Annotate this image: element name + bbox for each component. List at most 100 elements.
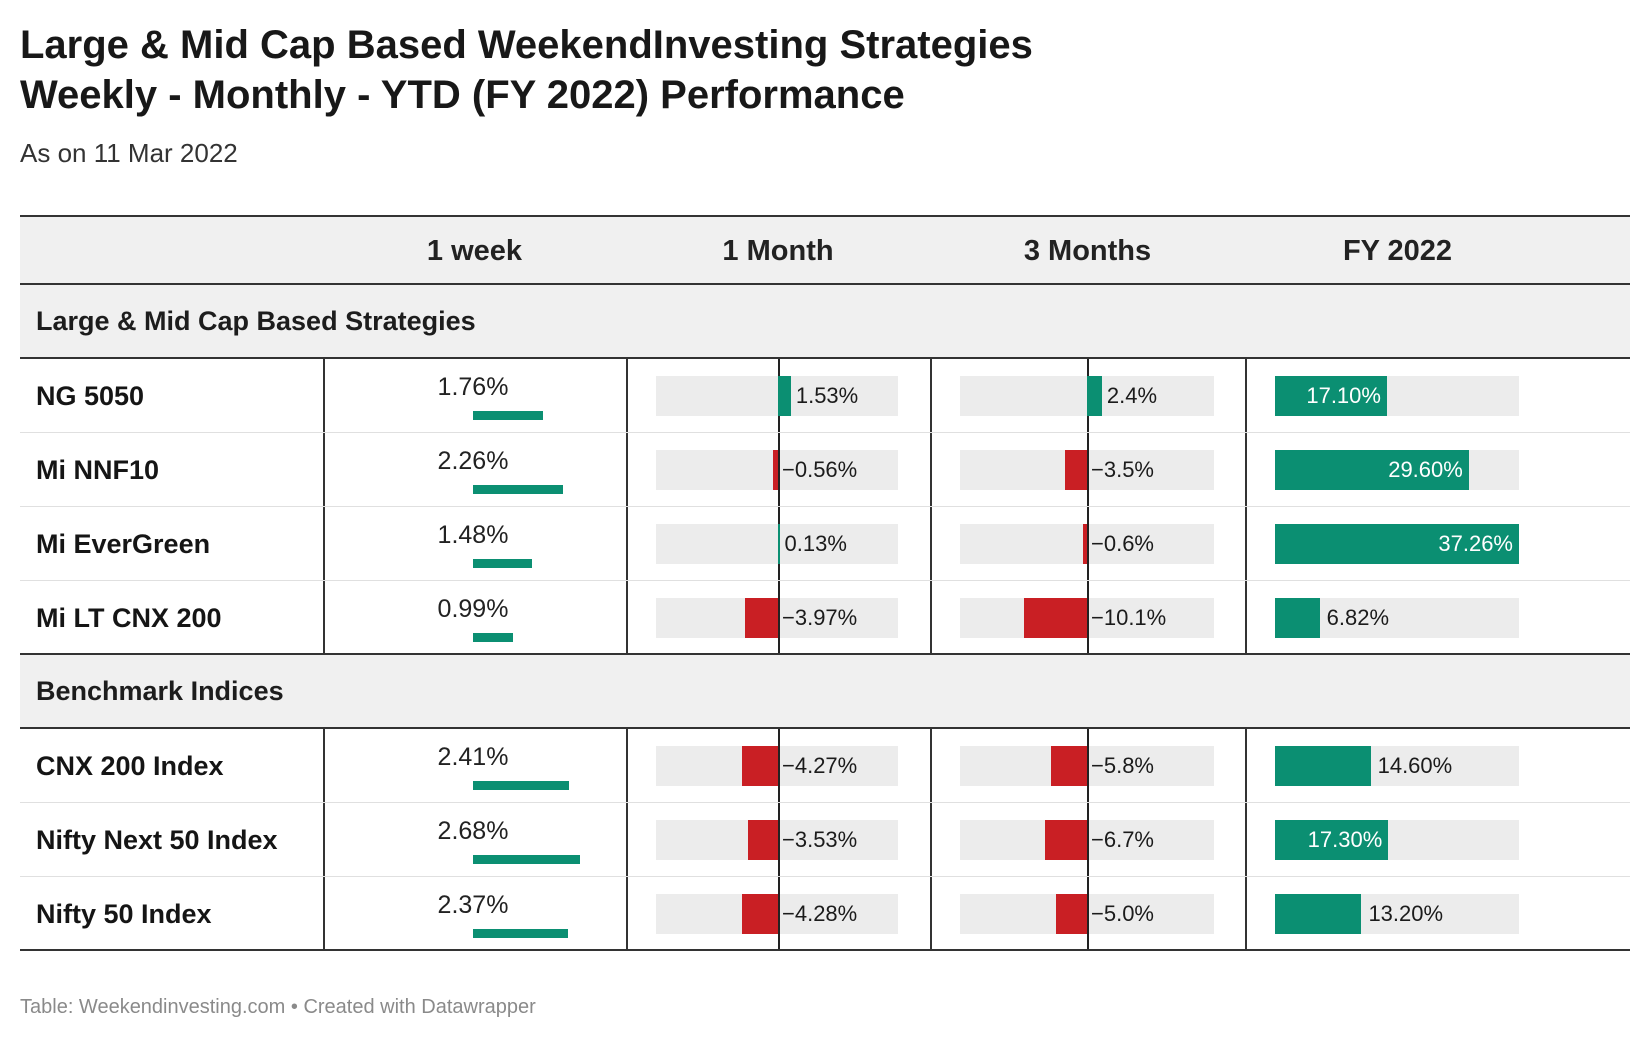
month-bar xyxy=(773,450,778,490)
table-row: Mi EverGreen 1.48% 0.13% −0.6% 37.26% xyxy=(20,507,1630,581)
three-value: −5.8% xyxy=(1091,753,1154,778)
month-bar xyxy=(778,376,791,416)
three-value: 2.4% xyxy=(1106,383,1158,408)
column-divider xyxy=(626,803,628,876)
fy-bar xyxy=(1275,894,1362,934)
table-row: CNX 200 Index 2.41% −4.27% −5.8% 14.60% xyxy=(20,729,1630,803)
week-bar xyxy=(473,781,570,790)
subtitle: As on 11 Mar 2022 xyxy=(20,138,238,168)
table-row: Mi LT CNX 200 0.99% −3.97% −10.1% 6.82% xyxy=(20,581,1630,655)
week-value: 0.99% xyxy=(437,595,509,623)
week-value: 2.37% xyxy=(437,891,509,919)
table-row: NG 5050 1.76% 1.53% 2.4% 17.10% xyxy=(20,359,1630,433)
three-value: −5.0% xyxy=(1091,901,1154,926)
month-bar xyxy=(742,894,778,934)
three-value: −6.7% xyxy=(1091,827,1154,852)
column-divider xyxy=(626,359,628,432)
table-row: Nifty 50 Index 2.37% −4.28% −5.0% 13.20% xyxy=(20,877,1630,951)
three-value: −10.1% xyxy=(1091,605,1167,630)
week-bar xyxy=(473,929,568,938)
column-divider xyxy=(1245,507,1247,580)
column-divider xyxy=(930,433,932,506)
row-label: CNX 200 Index xyxy=(36,751,224,781)
column-divider xyxy=(1245,581,1247,653)
month-bar xyxy=(742,746,778,786)
zero-axis xyxy=(778,433,780,506)
fy-bar xyxy=(1275,820,1389,860)
three-bar xyxy=(1056,894,1087,934)
column-divider xyxy=(626,581,628,653)
zero-axis xyxy=(778,581,780,653)
month-value: −4.27% xyxy=(782,753,858,778)
column-divider xyxy=(323,507,325,580)
fy-bar xyxy=(1275,746,1371,786)
month-bar xyxy=(778,524,780,564)
column-divider xyxy=(1245,877,1247,949)
group-header: Large & Mid Cap Based Strategies xyxy=(20,285,1630,359)
column-divider xyxy=(930,507,932,580)
month-value: −3.97% xyxy=(782,605,858,630)
row-label: Mi EverGreen xyxy=(36,529,211,559)
table-header: 1 week 1 Month 3 Months FY 2022 xyxy=(20,215,1630,285)
three-value: −3.5% xyxy=(1091,457,1154,482)
column-divider xyxy=(930,729,932,802)
zero-axis xyxy=(1087,581,1089,653)
month-value: −4.28% xyxy=(782,901,858,926)
zero-axis xyxy=(1087,433,1089,506)
zero-axis xyxy=(1087,877,1089,949)
table-row: Mi NNF10 2.26% −0.56% −3.5% 29.60% xyxy=(20,433,1630,507)
month-value: −3.53% xyxy=(782,827,858,852)
performance-table: 1 week 1 Month 3 Months FY 2022 Large & … xyxy=(20,215,1630,951)
zero-axis xyxy=(778,729,780,802)
month-value: −0.56% xyxy=(782,457,858,482)
column-divider xyxy=(323,803,325,876)
three-bar xyxy=(1045,820,1087,860)
group-header: Benchmark Indices xyxy=(20,655,1630,729)
table-row: Nifty Next 50 Index 2.68% −3.53% −6.7% 17.30… xyxy=(20,803,1630,877)
week-bar xyxy=(473,633,513,642)
column-divider xyxy=(626,729,628,802)
source-footer: Table: Weekendinvesting.com • Created wi… xyxy=(20,996,536,1018)
column-divider xyxy=(1245,359,1247,432)
zero-axis xyxy=(778,877,780,949)
column-divider xyxy=(626,877,628,949)
bar-track xyxy=(656,524,898,564)
title-line-1: Large & Mid Cap Based WeekendInvesting S… xyxy=(20,23,1033,67)
column-divider xyxy=(626,507,628,580)
week-bar xyxy=(473,855,581,864)
row-label: Nifty 50 Index xyxy=(36,899,212,929)
week-value: 1.48% xyxy=(437,521,509,549)
column-divider xyxy=(626,433,628,506)
fy-bar xyxy=(1275,598,1320,638)
zero-axis xyxy=(1087,803,1089,876)
week-bar xyxy=(473,559,533,568)
week-value: 1.76% xyxy=(437,373,509,401)
month-value: 1.53% xyxy=(795,383,859,408)
column-divider xyxy=(930,581,932,653)
week-value: 2.68% xyxy=(437,817,509,845)
chart-title: Large & Mid Cap Based WeekendInvesting S… xyxy=(20,20,1033,120)
month-value: 0.13% xyxy=(784,531,847,556)
column-header-fy: FY 2022 xyxy=(1342,235,1453,267)
fy-value: 6.82% xyxy=(1326,605,1390,630)
row-label: NG 5050 xyxy=(36,381,145,411)
fy-value: 17.10% xyxy=(1306,383,1381,408)
fy-value: 29.60% xyxy=(1388,457,1463,482)
fy-bar xyxy=(1275,524,1519,564)
three-value: −0.6% xyxy=(1091,531,1154,556)
column-divider xyxy=(323,877,325,949)
week-value: 2.26% xyxy=(437,447,509,475)
fy-value: 13.20% xyxy=(1368,901,1444,926)
group-label: Benchmark Indices xyxy=(36,676,284,706)
column-divider xyxy=(323,581,325,653)
three-bar xyxy=(1083,524,1087,564)
row-label: Mi LT CNX 200 xyxy=(36,603,222,633)
column-divider xyxy=(323,359,325,432)
fy-value: 17.30% xyxy=(1307,827,1383,852)
fy-value: 37.26% xyxy=(1438,531,1513,556)
three-bar xyxy=(1065,450,1087,490)
column-header-month: 1 Month xyxy=(722,235,834,267)
row-label: Nifty Next 50 Index xyxy=(36,825,278,855)
row-label: Mi NNF10 xyxy=(36,455,160,485)
three-bar xyxy=(1051,746,1087,786)
